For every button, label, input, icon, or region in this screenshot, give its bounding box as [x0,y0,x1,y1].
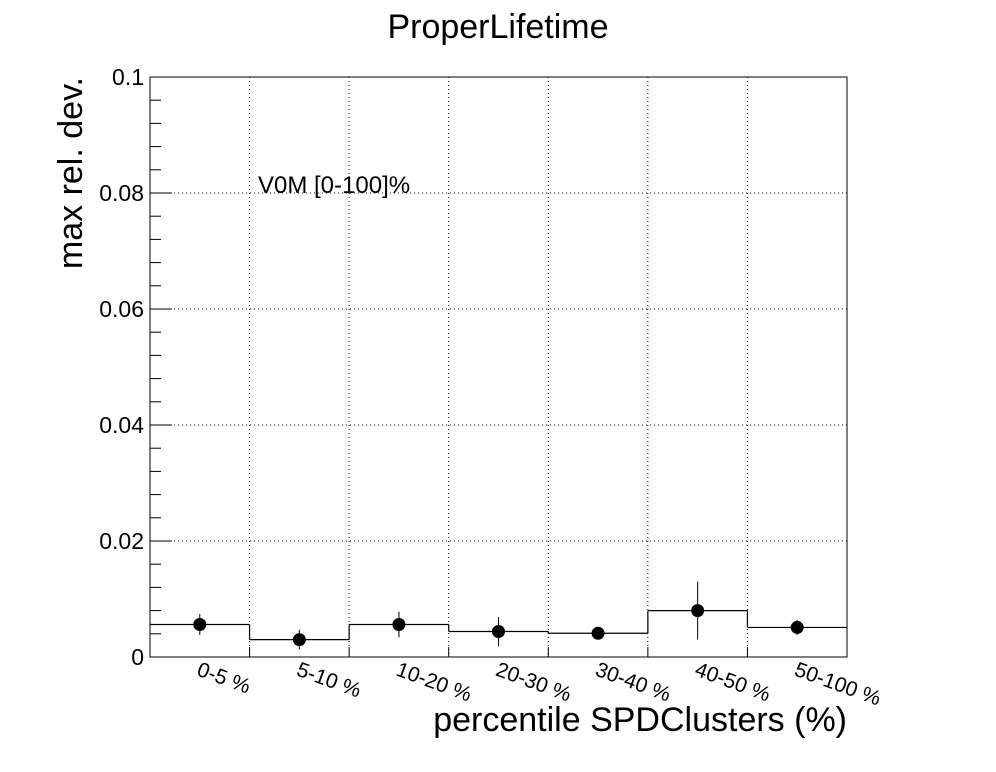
grid [150,77,847,657]
y-tick-label: 0.08 [99,180,144,206]
x-tick-label: 0-5 % [194,658,253,698]
data-point [193,618,207,632]
y-axis: 0 0.02 0.04 0.06 0.08 0.1 [99,64,172,670]
chart-title: ProperLifetime [387,8,608,46]
data-point [591,626,605,640]
y-tick-label: 0.06 [99,296,144,322]
y-tick-label: 0 [131,644,144,670]
x-tick-label: 5-10 % [294,658,364,702]
data-point [790,620,804,634]
data-point [492,624,505,638]
annotation-text: V0M [0-100]% [258,172,410,199]
data-point [392,618,406,632]
x-tick-label: 30-40 % [592,658,673,706]
x-tick-label: 10-20 % [393,658,474,706]
y-tick-label: 0.02 [99,528,144,554]
x-tick-label: 40-50 % [692,658,773,706]
y-axis-label: max rel. dev. [52,77,90,269]
x-axis-label: percentile SPDClusters (%) [433,701,847,739]
data-point [292,633,306,647]
plot-frame [149,76,848,658]
data-point [691,604,705,618]
y-tick-label: 0.04 [99,412,144,438]
data-points [193,581,804,650]
x-tick-label: 20-30 % [493,658,574,706]
y-tick-label: 0.1 [112,64,144,90]
